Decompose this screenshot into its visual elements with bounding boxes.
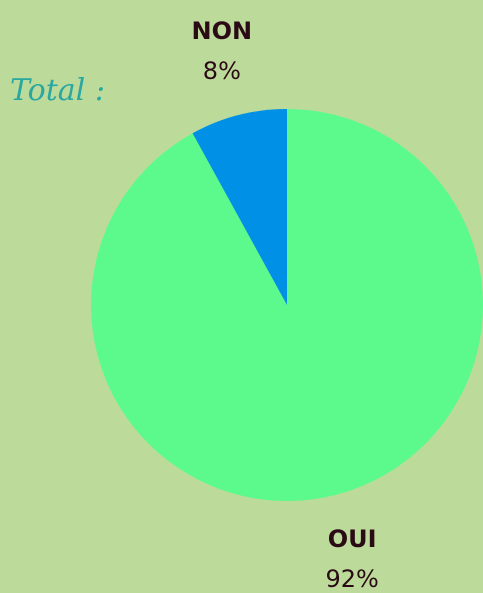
slice-label: NON <box>192 17 253 45</box>
pie-slice <box>192 109 287 305</box>
chart-title: Total : <box>10 73 105 108</box>
pie-slice <box>91 109 483 501</box>
slice-value-label: 8% <box>203 57 241 85</box>
slice-value-label: 92% <box>325 565 378 593</box>
slice-label: OUI <box>328 525 377 553</box>
